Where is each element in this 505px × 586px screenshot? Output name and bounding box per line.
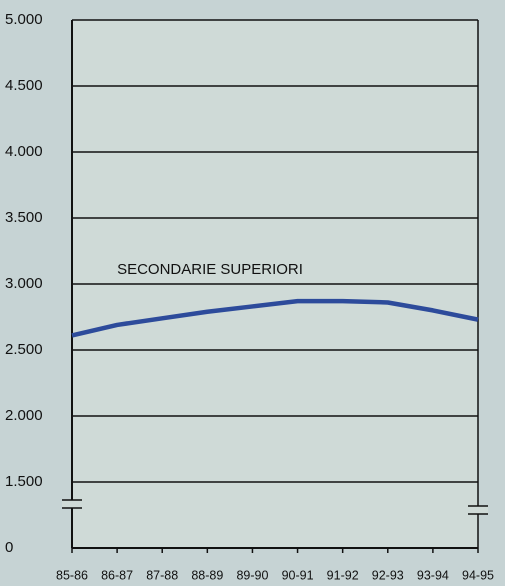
- x-tick-label: 93-94: [417, 568, 449, 582]
- y-tick-label: 0: [5, 539, 13, 556]
- y-tick-label: 4.500: [5, 77, 43, 94]
- x-tick-label: 87-88: [146, 568, 178, 582]
- x-tick-label: 90-91: [282, 568, 314, 582]
- y-tick-label: 2.500: [5, 341, 43, 358]
- break-gap: [62, 500, 82, 508]
- axis-break-left: [62, 499, 82, 509]
- x-tick-label: 91-92: [327, 568, 359, 582]
- annotation: SECONDARIE SUPERIORI: [117, 261, 303, 278]
- x-tick-label: 88-89: [191, 568, 223, 582]
- x-tick-label: 92-93: [372, 568, 404, 582]
- x-tick-label: 94-95: [462, 568, 494, 582]
- y-tick-label: 2.000: [5, 407, 43, 424]
- x-tick-label: 85-86: [56, 568, 88, 582]
- break-gap: [468, 506, 488, 514]
- axis-break-right: [468, 505, 488, 515]
- y-tick-label: 3.500: [5, 209, 43, 226]
- y-tick-label: 4.000: [5, 143, 43, 160]
- x-tick-label: 89-90: [236, 568, 268, 582]
- data-line: [71, 298, 479, 338]
- x-tick-label: 86-87: [101, 568, 133, 582]
- y-tick-label: 5.000: [5, 11, 43, 28]
- y-tick-label: 3.000: [5, 275, 43, 292]
- y-tick-label: 1.500: [5, 473, 43, 490]
- grid: [72, 19, 478, 549]
